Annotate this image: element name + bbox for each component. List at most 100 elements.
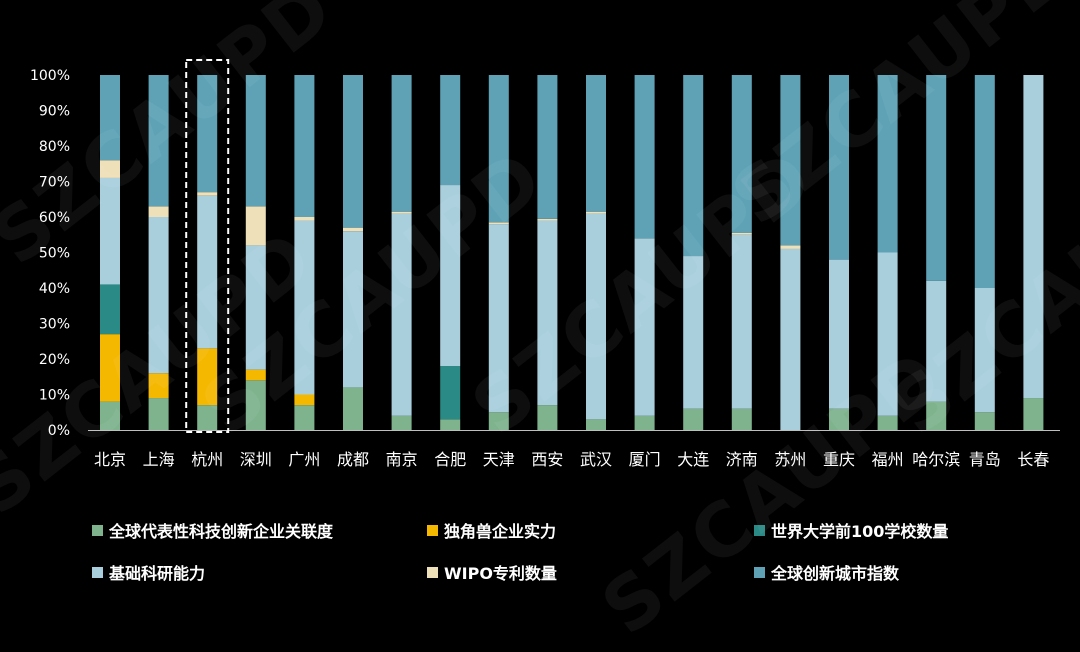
bar-segment bbox=[148, 398, 169, 430]
bar-segment bbox=[245, 206, 266, 246]
bar-segment bbox=[683, 75, 704, 257]
bar-segment bbox=[440, 75, 461, 186]
bar-segment bbox=[294, 75, 315, 217]
bar-segment bbox=[440, 419, 461, 430]
bar-segment bbox=[877, 75, 898, 253]
bar-segment bbox=[829, 259, 849, 409]
bar-segment bbox=[586, 211, 606, 214]
bar-segment bbox=[148, 75, 169, 207]
bar-segment bbox=[634, 75, 655, 239]
bar-segment bbox=[537, 405, 558, 430]
bar-segment bbox=[974, 288, 995, 413]
bar-segment bbox=[197, 192, 218, 196]
bar-segment bbox=[148, 206, 169, 217]
x-tick-label: 武汉 bbox=[580, 450, 612, 469]
x-tick-label: 重庆 bbox=[823, 450, 855, 469]
legend-label: 独角兽企业实力 bbox=[444, 522, 557, 541]
bar-segment bbox=[100, 75, 120, 161]
legend-item: 全球创新城市指数 bbox=[754, 560, 899, 584]
bar-segment bbox=[245, 380, 266, 430]
y-tick-label: 30% bbox=[39, 317, 70, 333]
chart-area: 0% 10% 20% 30% 40% 50% 60% 70% 80% 90% 100% 北京 上海 杭州深… bbox=[30, 59, 1060, 469]
x-tick-label: 哈尔滨 bbox=[912, 450, 960, 469]
bar-segment bbox=[245, 245, 266, 370]
legend: 全球代表性科技创新企业关联度 独角兽企业实力 世界大学前100学校数量 基础科研… bbox=[92, 512, 1052, 592]
bar-segment bbox=[683, 408, 704, 430]
legend-swatch bbox=[92, 566, 103, 578]
y-tick-label: 50% bbox=[39, 246, 70, 262]
bar-segment bbox=[974, 75, 995, 288]
bar-segment bbox=[488, 224, 509, 413]
x-tick-label: 广州 bbox=[288, 450, 320, 469]
x-tick-label: 长春 bbox=[1017, 450, 1049, 469]
x-tick-label: 苏州 bbox=[774, 450, 806, 469]
legend-item: 基础科研能力 bbox=[92, 560, 205, 584]
highlight-box bbox=[185, 59, 230, 433]
bar-segment bbox=[391, 211, 412, 214]
bar-segment bbox=[294, 394, 315, 406]
bar-segment bbox=[391, 213, 412, 416]
x-tick-label: 济南 bbox=[726, 450, 758, 469]
legend-swatch bbox=[427, 566, 438, 578]
bar-segment bbox=[829, 408, 849, 430]
bar-segment bbox=[683, 256, 704, 409]
bar-segment bbox=[537, 218, 558, 221]
bar-segment bbox=[586, 419, 606, 430]
bar-segment bbox=[974, 412, 995, 430]
x-tick-label: 深圳 bbox=[240, 450, 272, 469]
bar-segment bbox=[634, 238, 655, 416]
bar-segment bbox=[926, 280, 947, 402]
bar-segment bbox=[926, 401, 947, 430]
bar-segment bbox=[731, 232, 752, 235]
x-tick-label: 北京 bbox=[94, 450, 126, 469]
legend-item: 世界大学前100学校数量 bbox=[754, 518, 948, 542]
x-tick-label: 南京 bbox=[386, 450, 418, 469]
bar-segment bbox=[731, 408, 752, 430]
bar-segment bbox=[391, 415, 412, 430]
bar-segment bbox=[100, 284, 120, 335]
bar-segment bbox=[780, 248, 801, 430]
bar-segment bbox=[780, 245, 801, 249]
legend-item: 全球代表性科技创新企业关联度 bbox=[92, 518, 333, 542]
bar-segment bbox=[343, 75, 363, 228]
bar-segment bbox=[100, 334, 120, 402]
x-tick-label: 厦门 bbox=[629, 450, 661, 469]
x-tick-label: 成都 bbox=[337, 450, 369, 469]
x-tick-label: 杭州 bbox=[191, 450, 223, 469]
x-tick-label: 西安 bbox=[531, 450, 563, 469]
bar-segment bbox=[197, 405, 218, 430]
x-tick-label: 天津 bbox=[483, 450, 515, 469]
bar-segment bbox=[294, 217, 315, 221]
legend-swatch bbox=[754, 524, 765, 536]
bar-segment bbox=[197, 348, 218, 406]
bar-segment bbox=[148, 217, 169, 374]
legend-label: 基础科研能力 bbox=[109, 564, 206, 583]
bar-segment bbox=[829, 75, 849, 260]
bar-segment bbox=[1023, 75, 1044, 399]
y-tick-label: 10% bbox=[39, 388, 70, 404]
bar-segment bbox=[440, 185, 461, 367]
bar-segment bbox=[148, 373, 169, 399]
bar-segment bbox=[197, 195, 218, 349]
bar-segment bbox=[731, 234, 752, 409]
y-tick-label: 70% bbox=[39, 175, 70, 191]
bar-segment bbox=[537, 75, 558, 219]
bar-segment bbox=[586, 75, 606, 212]
y-tick-label: 0% bbox=[48, 423, 70, 439]
x-tick-label: 上海 bbox=[143, 450, 175, 469]
legend-label: WIPO专利数量 bbox=[444, 564, 557, 583]
y-tick-label: 80% bbox=[39, 139, 70, 155]
legend-item: WIPO专利数量 bbox=[427, 560, 557, 584]
bar-segment bbox=[294, 405, 315, 430]
bar-segment bbox=[731, 75, 752, 233]
y-tick-label: 100% bbox=[30, 68, 70, 84]
bar-segment bbox=[537, 220, 558, 406]
legend-swatch bbox=[754, 566, 765, 578]
bar-segment bbox=[343, 227, 363, 232]
legend-label: 全球代表性科技创新企业关联度 bbox=[109, 522, 334, 541]
bar-segment bbox=[488, 222, 509, 225]
bar-segment bbox=[100, 160, 120, 178]
y-tick-label: 60% bbox=[39, 210, 70, 226]
bar-segment bbox=[488, 75, 509, 223]
bar-segment bbox=[245, 369, 266, 381]
